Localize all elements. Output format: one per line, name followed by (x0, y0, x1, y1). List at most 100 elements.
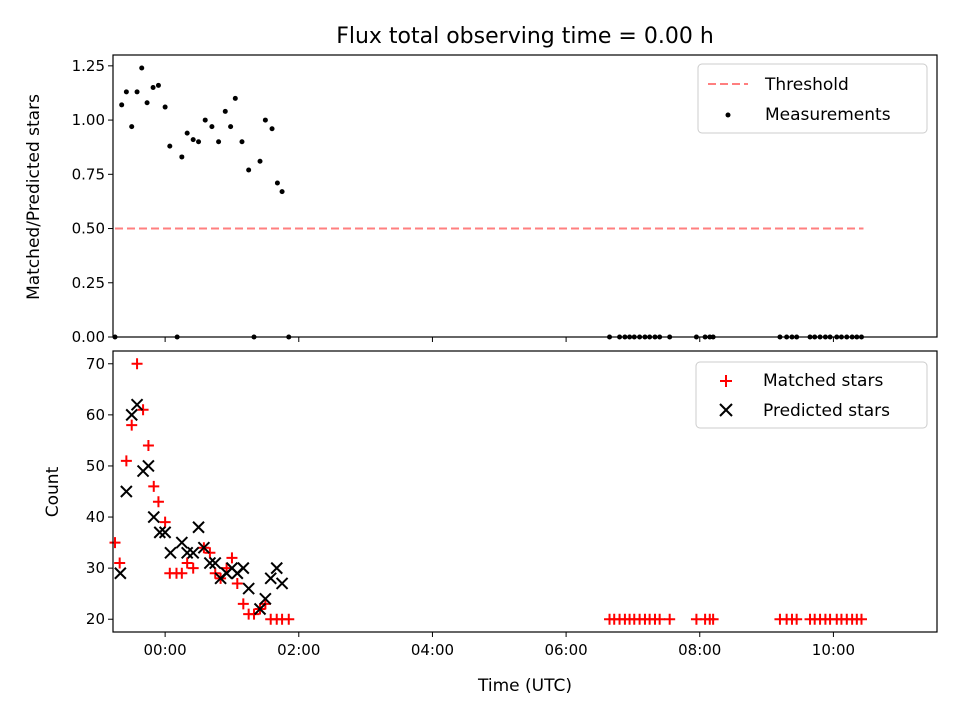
predicted-point (197, 541, 211, 554)
top-plot-area: 0.00 0.25 0.50 0.75 1.00 1.25 (72, 54, 938, 346)
matched-point (283, 613, 295, 625)
measurement-point (190, 137, 196, 143)
predicted-point (253, 602, 267, 616)
predicted-point (164, 546, 177, 560)
legend-measurements-label: Measurements (765, 105, 891, 125)
top-ytick-label: 0.25 (72, 274, 105, 292)
predicted-point (147, 510, 160, 524)
bottom-xtick-label: 10:00 (812, 641, 855, 659)
matched-point (137, 404, 149, 416)
measurement-point (239, 139, 245, 145)
predicted-point (192, 521, 205, 534)
predicted-point (237, 561, 250, 575)
bottom-xlabel: Time (UTC) (477, 676, 572, 696)
matched-point (664, 613, 676, 625)
measurement-point (162, 104, 168, 110)
measurement-point (167, 143, 173, 149)
predicted-point (270, 561, 283, 575)
measurement-point (202, 117, 208, 123)
bottom-ytick-label: 50 (86, 457, 105, 475)
matched-point (187, 562, 199, 574)
bottom-xtick-label: 04:00 (411, 641, 454, 659)
legend-predicted-swatch (719, 403, 733, 417)
legend-measurements-swatch (725, 112, 731, 118)
predicted-point (264, 572, 277, 585)
top-ylabel: Matched/Predicted stars (24, 94, 44, 300)
measurement-point (196, 139, 202, 145)
matched-point (231, 577, 243, 589)
matched-point (109, 537, 121, 549)
bottom-ytick-label: 30 (86, 559, 105, 577)
top-ytick-label: 0.00 (72, 328, 105, 346)
bottom-plot-area: 20 30 40 50 60 70 00:00 02:00 04:00 06:00 08:00 10:… (86, 350, 938, 659)
measurement-point (228, 124, 234, 130)
predicted-point (142, 459, 155, 473)
legend-bottom: Matched stars Predicted stars (695, 361, 928, 429)
top-axes-frame (112, 54, 938, 338)
measurement-point (123, 89, 129, 95)
matched-point (120, 455, 132, 467)
matched-point (176, 567, 188, 579)
matched-point (707, 613, 719, 625)
legend-bottom-frame (695, 361, 928, 429)
measurement-point (155, 82, 161, 88)
matched-point (855, 613, 867, 625)
measurement-point (179, 154, 185, 160)
chart-title: Flux total observing time = 0.00 h (336, 24, 714, 49)
measurement-point (139, 65, 145, 71)
bottom-ytick-label: 40 (86, 508, 105, 526)
predicted-point (125, 408, 138, 422)
predicted-point (130, 398, 144, 411)
predicted-point (209, 556, 222, 570)
matched-point (131, 358, 143, 370)
top-ytick-label: 0.50 (72, 220, 105, 238)
bottom-xtick-label: 06:00 (544, 641, 587, 659)
bottom-ytick-label: 20 (86, 610, 105, 628)
measurement-point (119, 102, 125, 108)
bottom-axes-frame (112, 350, 938, 633)
measurement-point (216, 139, 222, 145)
measurement-point (257, 158, 263, 164)
matched-point (791, 613, 803, 625)
bottom-xtick-label: 02:00 (277, 641, 320, 659)
measurement-point (144, 100, 150, 106)
measurement-point (232, 95, 238, 101)
bottom-xtick-label: 00:00 (144, 641, 187, 659)
top-ytick-label: 0.75 (72, 165, 105, 183)
predicted-point (153, 526, 166, 539)
predicted-point (259, 592, 272, 605)
measurement-point (274, 180, 280, 186)
top-ytick-label: 1.25 (72, 57, 105, 75)
legend-top: Threshold Measurements (697, 63, 928, 134)
top-ytick-label: 1.00 (72, 111, 105, 129)
legend-top-frame (697, 63, 928, 134)
matched-point (237, 598, 249, 610)
measurement-point (246, 167, 252, 173)
predicted-point (242, 582, 255, 595)
matched-point (221, 562, 233, 574)
measurement-point (209, 124, 215, 130)
predicted-point (175, 536, 189, 549)
predicted-point (158, 526, 172, 539)
matched-point (654, 613, 666, 625)
measurement-point (222, 108, 228, 114)
measurement-point (262, 117, 268, 123)
matched-point (148, 480, 160, 492)
measurement-point (150, 85, 156, 91)
bottom-ylabel: Count (43, 466, 63, 517)
bottom-ytick-label: 70 (86, 355, 105, 373)
measurement-point (269, 126, 275, 132)
legend-matched-label: Matched stars (763, 371, 883, 391)
matched-point (159, 516, 171, 528)
measurement-point (129, 124, 135, 130)
measurement-point (279, 189, 285, 195)
legend-predicted-label: Predicted stars (763, 401, 890, 421)
bottom-ytick-label: 60 (86, 406, 105, 424)
predicted-point (114, 567, 127, 580)
predicted-point (120, 485, 133, 498)
matched-point (204, 547, 216, 559)
predicted-point (186, 546, 200, 560)
matched-point (126, 419, 138, 431)
measurement-point (134, 89, 140, 95)
legend-threshold-label: Threshold (764, 75, 849, 95)
